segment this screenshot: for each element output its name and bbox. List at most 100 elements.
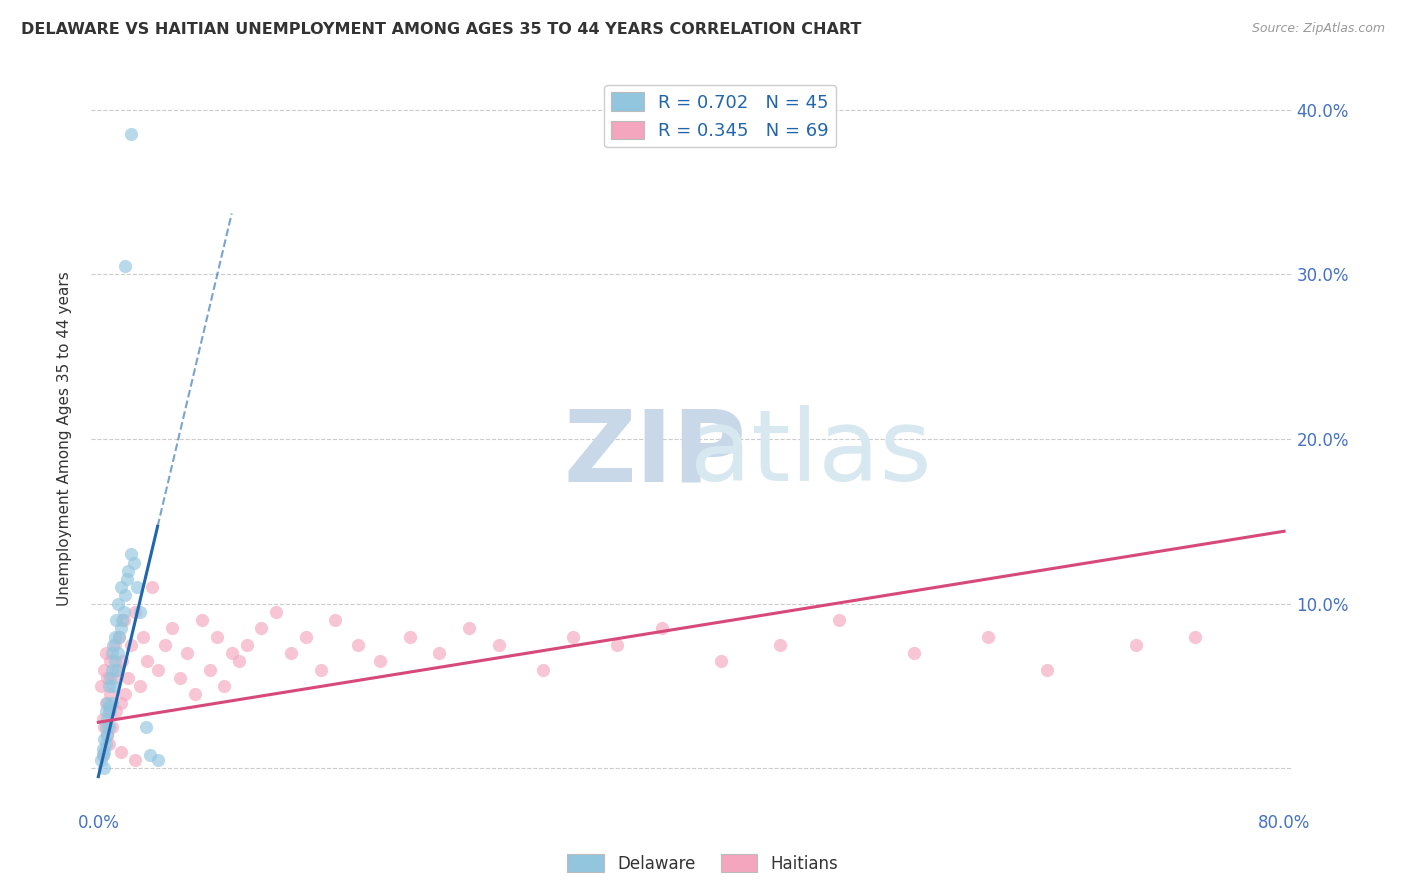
- Point: [108, 630, 131, 644]
- Point: [124, 753, 146, 767]
- Point: [828, 613, 851, 627]
- Point: [100, 696, 122, 710]
- Point: [94, 704, 117, 718]
- Point: [561, 630, 583, 644]
- Point: [651, 621, 673, 635]
- Point: [96, 728, 118, 742]
- Point: [146, 753, 169, 767]
- Text: DELAWARE VS HAITIAN UNEMPLOYMENT AMONG AGES 35 TO 44 YEARS CORRELATION CHART: DELAWARE VS HAITIAN UNEMPLOYMENT AMONG A…: [21, 22, 862, 37]
- Point: [91, 741, 114, 756]
- Point: [183, 687, 205, 701]
- Point: [1125, 638, 1147, 652]
- Point: [110, 696, 132, 710]
- Point: [101, 671, 124, 685]
- Point: [769, 638, 792, 652]
- Point: [122, 556, 145, 570]
- Point: [457, 621, 479, 635]
- Point: [117, 564, 139, 578]
- Point: [97, 720, 120, 734]
- Point: [97, 679, 120, 693]
- Point: [97, 704, 120, 718]
- Point: [280, 646, 302, 660]
- Point: [91, 748, 114, 763]
- Point: [214, 679, 236, 693]
- Point: [97, 698, 120, 713]
- Point: [250, 621, 273, 635]
- Point: [100, 646, 122, 660]
- Point: [135, 720, 157, 734]
- Point: [191, 613, 214, 627]
- Point: [136, 654, 159, 668]
- Point: [120, 638, 142, 652]
- Point: [115, 572, 138, 586]
- Point: [531, 663, 554, 677]
- Point: [90, 753, 112, 767]
- Point: [93, 745, 115, 759]
- Point: [94, 696, 117, 710]
- Point: [93, 663, 115, 677]
- Point: [97, 737, 120, 751]
- Point: [101, 638, 124, 652]
- Point: [104, 638, 127, 652]
- Legend: Delaware, Haitians: Delaware, Haitians: [561, 847, 845, 880]
- Point: [427, 646, 450, 660]
- Point: [1184, 630, 1206, 644]
- Point: [93, 731, 115, 746]
- Point: [346, 638, 368, 652]
- Point: [98, 654, 121, 668]
- Point: [96, 671, 118, 685]
- Point: [903, 646, 925, 660]
- Point: [110, 745, 132, 759]
- Point: [112, 605, 135, 619]
- Point: [176, 646, 198, 660]
- Y-axis label: Unemployment Among Ages 35 to 44 years: Unemployment Among Ages 35 to 44 years: [58, 272, 72, 607]
- Point: [141, 580, 163, 594]
- Point: [120, 547, 142, 561]
- Point: [153, 638, 176, 652]
- Point: [235, 638, 257, 652]
- Point: [132, 630, 155, 644]
- Point: [488, 638, 510, 652]
- Point: [98, 687, 121, 701]
- Point: [91, 748, 114, 763]
- Point: [205, 630, 228, 644]
- Point: [162, 621, 184, 635]
- Point: [94, 737, 117, 751]
- Point: [117, 671, 139, 685]
- Point: [295, 630, 318, 644]
- Point: [104, 630, 127, 644]
- Point: [114, 589, 136, 603]
- Point: [105, 613, 128, 627]
- Text: Source: ZipAtlas.com: Source: ZipAtlas.com: [1251, 22, 1385, 36]
- Point: [125, 580, 148, 594]
- Point: [228, 654, 250, 668]
- Point: [710, 654, 733, 668]
- Point: [309, 663, 332, 677]
- Point: [90, 679, 112, 693]
- Point: [198, 663, 221, 677]
- Point: [976, 630, 998, 644]
- Point: [169, 671, 191, 685]
- Point: [114, 687, 136, 701]
- Point: [128, 679, 150, 693]
- Point: [139, 748, 162, 763]
- Point: [105, 663, 128, 677]
- Point: [108, 630, 131, 644]
- Point: [101, 679, 124, 693]
- Point: [606, 638, 628, 652]
- Point: [96, 696, 118, 710]
- Point: [98, 671, 121, 685]
- Text: ZIP: ZIP: [564, 405, 747, 502]
- Point: [96, 712, 118, 726]
- Point: [114, 259, 136, 273]
- Point: [111, 613, 134, 627]
- Point: [94, 720, 117, 734]
- Point: [107, 597, 129, 611]
- Point: [96, 728, 118, 742]
- Point: [107, 646, 129, 660]
- Point: [104, 654, 127, 668]
- Point: [264, 605, 287, 619]
- Point: [100, 720, 122, 734]
- Point: [94, 646, 117, 660]
- Point: [221, 646, 243, 660]
